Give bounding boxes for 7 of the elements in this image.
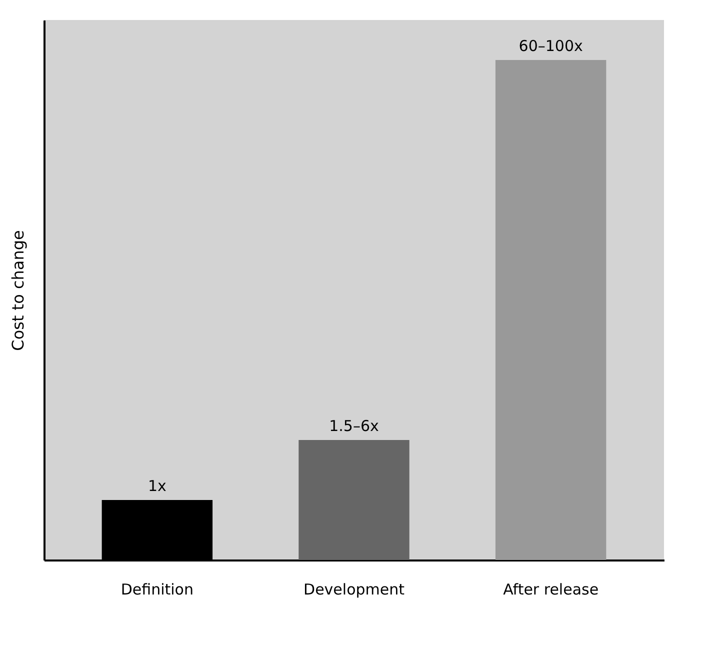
annotation: 60–100x [518,37,583,55]
annotation: 1x [148,477,167,495]
y-axis-title: Cost to change [8,230,28,351]
x-tick-label: Definition [120,580,194,598]
x-tick-label: After release [503,580,599,598]
annotation: 1.5–6x [329,417,380,435]
x-tick-label: Development [304,580,405,598]
